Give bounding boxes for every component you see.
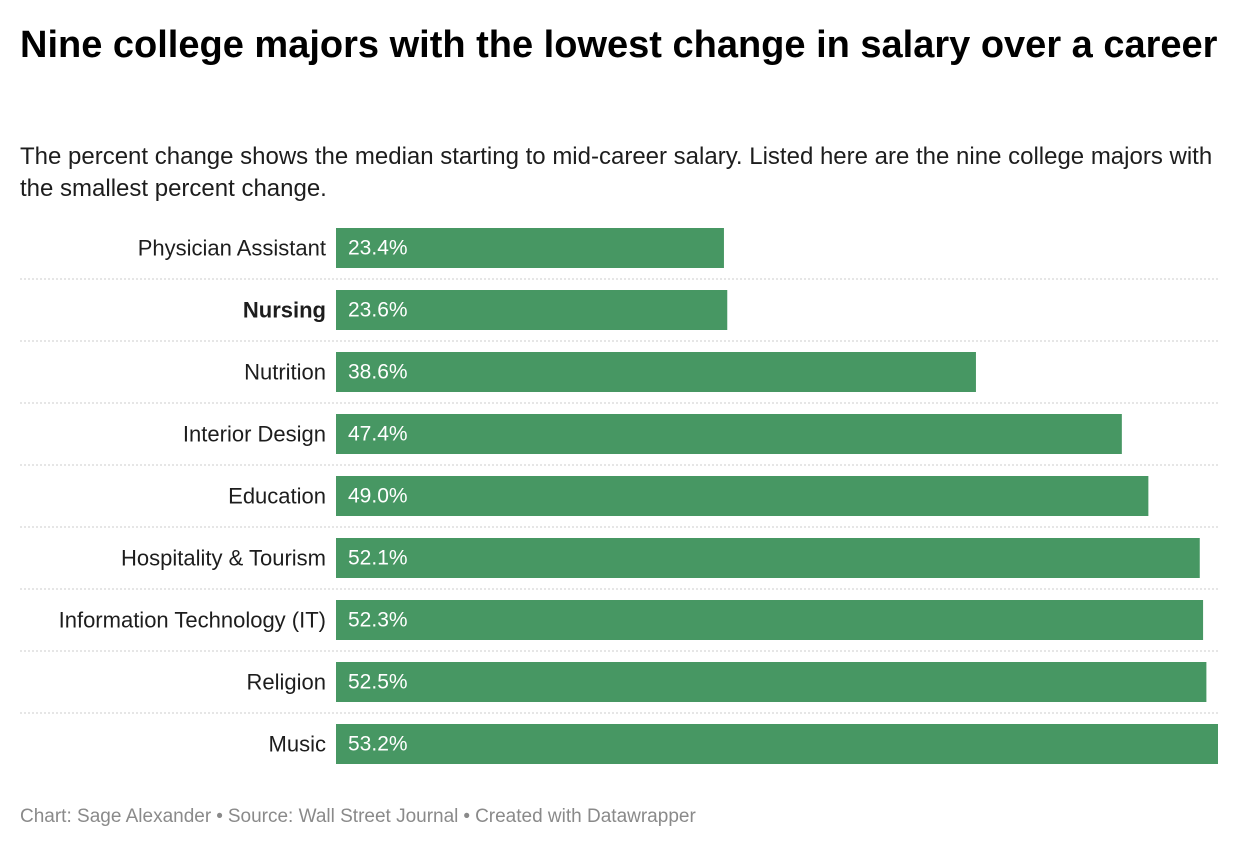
category-label: Nursing bbox=[243, 298, 326, 323]
category-label: Music bbox=[269, 732, 326, 757]
value-label: 52.3% bbox=[348, 609, 408, 632]
value-label: 47.4% bbox=[348, 423, 408, 446]
value-label: 38.6% bbox=[348, 361, 408, 384]
value-label: 23.6% bbox=[348, 299, 408, 322]
bar bbox=[336, 724, 1218, 764]
chart-subtitle: The percent change shows the median star… bbox=[20, 143, 1213, 202]
bar bbox=[336, 662, 1207, 702]
bar bbox=[336, 538, 1200, 578]
category-label: Interior Design bbox=[183, 422, 326, 447]
value-label: 53.2% bbox=[348, 733, 408, 756]
value-label: 49.0% bbox=[348, 485, 408, 508]
value-label: 52.1% bbox=[348, 547, 408, 570]
chart-footer: Chart: Sage Alexander • Source: Wall Stree… bbox=[20, 804, 696, 830]
value-label: 23.4% bbox=[348, 237, 408, 260]
bar bbox=[336, 352, 976, 392]
category-label: Nutrition bbox=[244, 360, 326, 385]
bar-chart: Physician Assistant 23.4% Nursing 23.6% Nutr… bbox=[20, 228, 1218, 764]
created-with-credit: Created with Datawrapper bbox=[475, 806, 696, 827]
bar bbox=[336, 414, 1122, 454]
category-label: Education bbox=[228, 484, 326, 509]
category-label: Hospitality & Tourism bbox=[121, 546, 326, 571]
bar bbox=[336, 600, 1204, 640]
value-label: 52.5% bbox=[348, 671, 408, 694]
source-credit: Source: Wall Street Journal bbox=[227, 806, 459, 827]
category-label: Information Technology (IT) bbox=[59, 608, 326, 633]
bar bbox=[336, 476, 1149, 516]
footer-separator: • bbox=[216, 806, 223, 827]
bar bbox=[336, 290, 728, 330]
chart-title: Nine college majors with the lowest chan… bbox=[20, 24, 1218, 66]
footer-separator: • bbox=[463, 806, 471, 827]
bar bbox=[336, 228, 724, 268]
category-label: Religion bbox=[247, 670, 327, 695]
chart-credit: Chart: Sage Alexander bbox=[20, 806, 212, 827]
category-label: Physician Assistant bbox=[138, 236, 326, 261]
